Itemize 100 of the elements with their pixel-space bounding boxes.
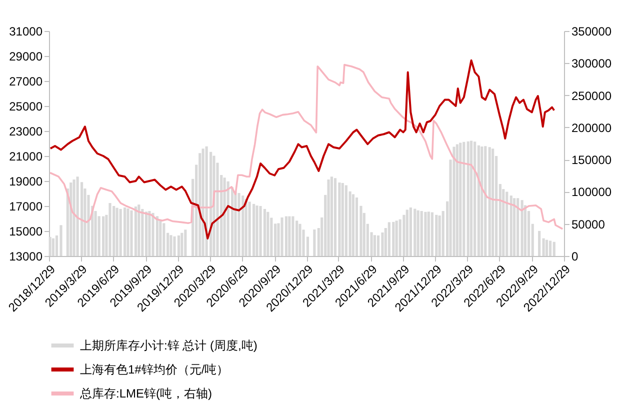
bar: [477, 145, 480, 256]
y2-tick-label: 150000: [572, 153, 612, 168]
bar: [462, 142, 466, 256]
bar: [435, 214, 438, 256]
bar: [112, 206, 116, 256]
bar: [263, 208, 266, 256]
bar: [159, 219, 162, 256]
bar: [123, 207, 126, 256]
bar: [108, 203, 112, 256]
legend-label: 总库存:LME锌(吨，右轴): [79, 386, 212, 400]
bar: [244, 198, 248, 256]
bar: [355, 198, 358, 256]
bar: [344, 185, 348, 256]
bar: [484, 146, 487, 256]
bar: [381, 232, 384, 256]
bar: [173, 236, 176, 256]
bar: [202, 148, 204, 256]
bar: [170, 235, 172, 256]
bar: [420, 211, 423, 256]
bar: [177, 235, 180, 256]
bar: [238, 193, 240, 256]
bar: [513, 198, 516, 256]
bar: [60, 225, 62, 256]
bar: [266, 212, 270, 256]
y-tick-label: 23000: [9, 124, 43, 138]
bar: [352, 194, 355, 256]
bar: [162, 223, 166, 256]
bar: [538, 230, 541, 256]
bar: [488, 147, 491, 256]
bar: [466, 141, 470, 256]
bar: [138, 204, 140, 256]
bar: [292, 216, 294, 256]
bar: [416, 210, 420, 256]
bar: [491, 148, 494, 256]
bar: [284, 216, 288, 256]
bar: [392, 222, 395, 256]
y-tick-label: 29000: [9, 50, 43, 64]
bar: [119, 208, 122, 256]
y-tick-label: 25000: [9, 100, 43, 114]
bar: [72, 180, 76, 256]
bar: [452, 146, 456, 256]
bar: [459, 142, 462, 256]
y-tick-label: 19000: [9, 174, 43, 188]
bar: [141, 208, 144, 256]
y-tick-label: 17000: [9, 200, 43, 214]
bar: [470, 140, 473, 256]
bar: [548, 240, 552, 256]
y2-tick-label: 0: [572, 250, 578, 264]
bar: [506, 192, 508, 256]
bar: [474, 142, 476, 256]
bar: [152, 212, 154, 256]
bar: [395, 220, 398, 256]
bar: [223, 178, 226, 256]
legend-label: 上期所库存小计:锌 总计 (周度,吨): [80, 338, 258, 352]
y2-tick-label: 350000: [572, 24, 612, 38]
bar: [414, 208, 416, 256]
bar: [341, 183, 344, 256]
bar: [180, 232, 184, 256]
bar: [298, 224, 302, 256]
bar: [248, 202, 251, 256]
bar: [259, 206, 262, 256]
bar: [126, 208, 130, 256]
bar: [156, 216, 159, 256]
bar: [424, 212, 427, 256]
bar: [313, 230, 316, 256]
bar: [296, 220, 298, 256]
y2-tick-label: 250000: [572, 88, 612, 103]
y2-tick-label: 100000: [572, 185, 612, 200]
bar: [144, 212, 148, 256]
bar: [480, 146, 484, 256]
bar: [552, 242, 556, 256]
bar: [48, 236, 52, 256]
bar: [510, 196, 512, 256]
bar: [102, 216, 105, 256]
y-tick-label: 15000: [9, 224, 43, 238]
bar: [52, 238, 55, 256]
bar: [184, 230, 187, 256]
bar: [373, 235, 376, 256]
bar: [116, 208, 118, 256]
bar: [456, 144, 458, 256]
bar: [520, 200, 524, 256]
y-tick-label: 27000: [9, 74, 43, 88]
bar: [334, 178, 337, 256]
bar: [148, 211, 151, 256]
bar: [134, 206, 138, 256]
bar: [406, 210, 408, 256]
bar: [130, 210, 133, 256]
bar: [234, 191, 237, 256]
bar: [542, 238, 545, 256]
bar: [427, 212, 430, 256]
bar: [376, 235, 380, 256]
bar: [516, 198, 520, 256]
bar: [338, 182, 341, 256]
bar: [398, 219, 402, 256]
bar: [330, 176, 334, 256]
y-tick-label: 21000: [9, 150, 43, 164]
bar: [280, 217, 284, 256]
y-tick-label: 13000: [9, 250, 43, 264]
legend-label: 上海有色1#锌均价（元/吨）: [80, 362, 229, 376]
y2-tick-label: 50000: [572, 217, 606, 232]
